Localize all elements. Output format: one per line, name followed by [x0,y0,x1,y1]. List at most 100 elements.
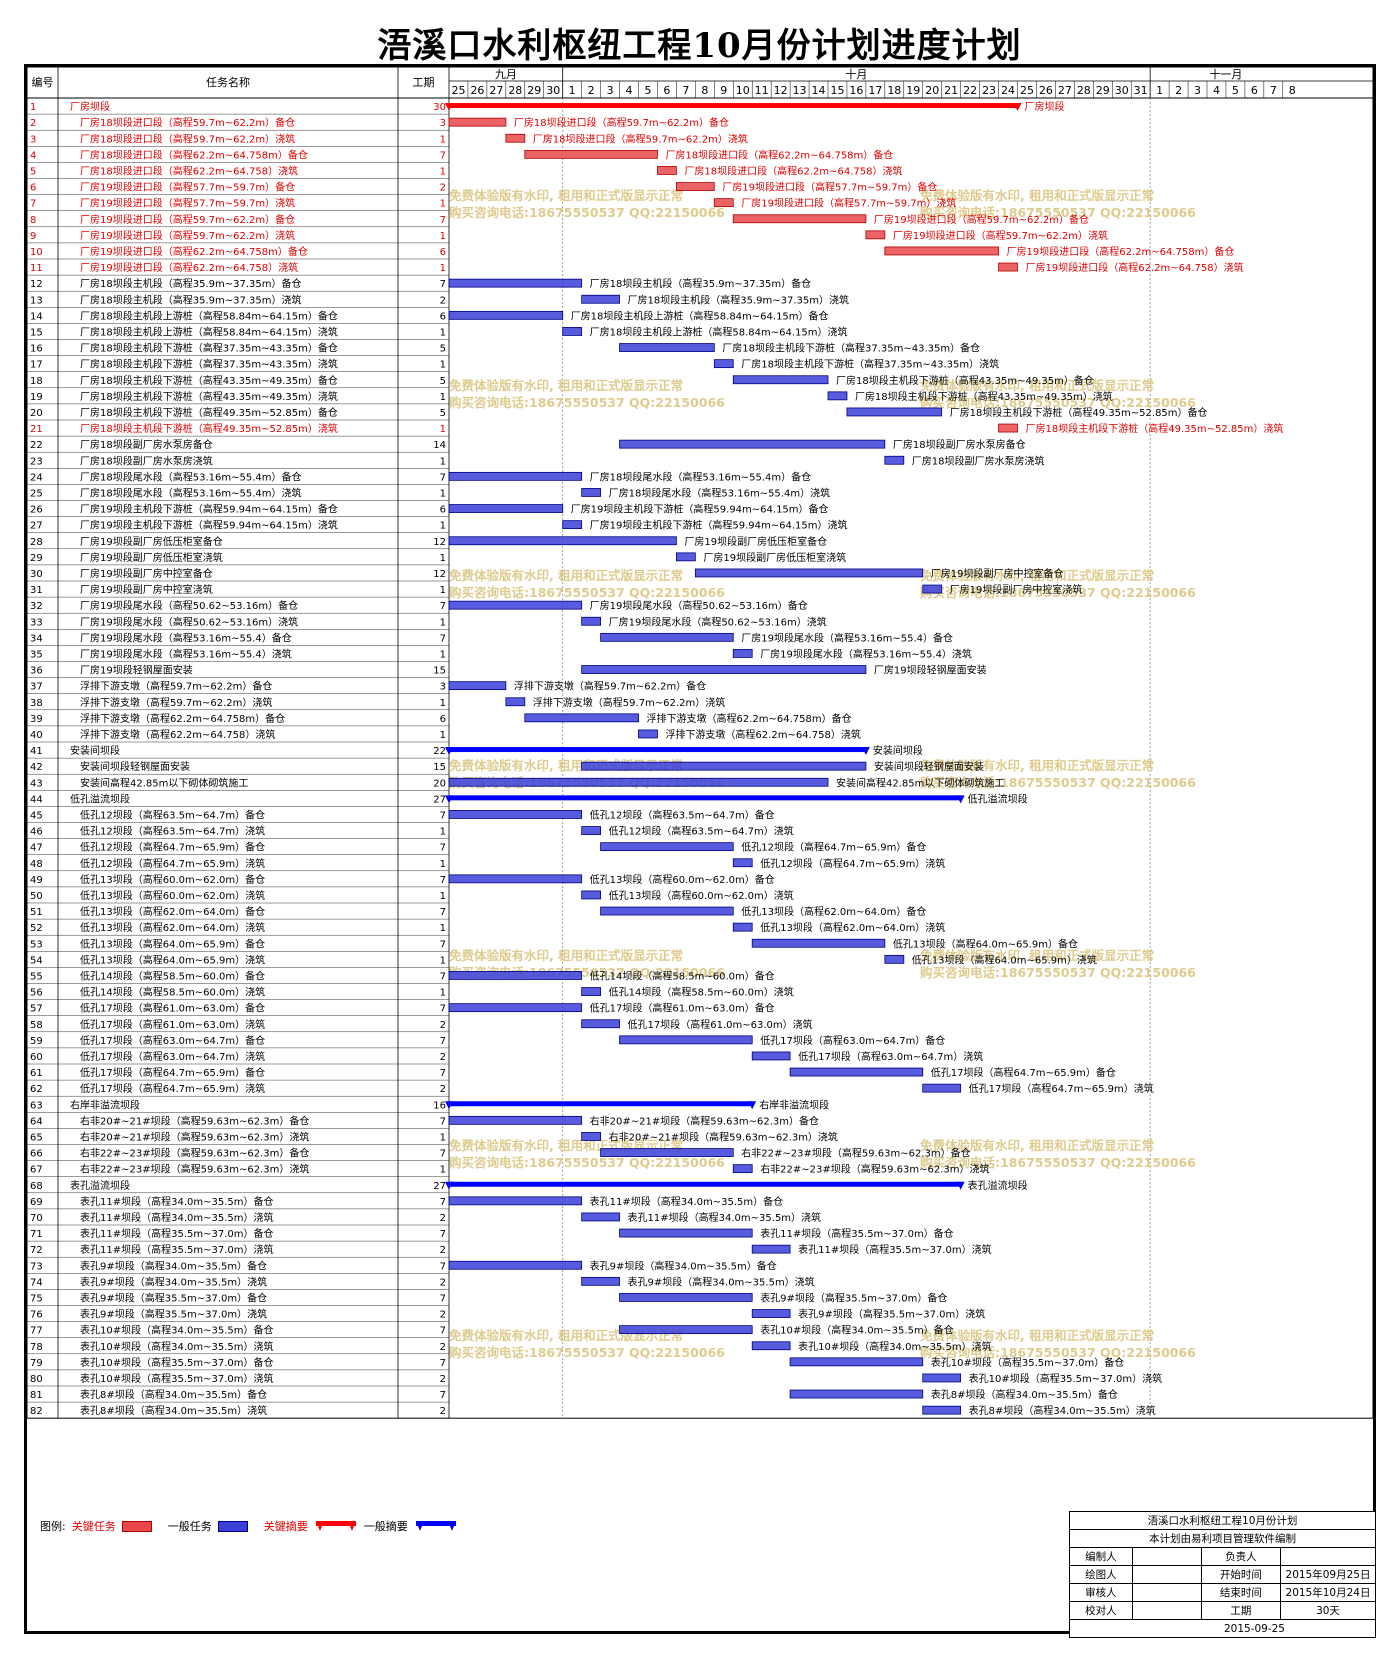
day-label: 30 [1115,84,1129,97]
task-bar [676,182,715,191]
task-bar [998,423,1018,433]
task-id: 66 [30,1149,43,1160]
bar-label: 低孔14坝段（高程58.5m~60.0m）备仓 [590,969,775,982]
day-label: 2 [1175,84,1182,97]
task-id: 9 [30,231,36,242]
task-bar [751,1051,791,1061]
bar-label: 浮排下游支墩（高程62.2m~64.758）浇筑 [665,728,860,741]
bar-label: 低孔17坝段（高程64.7m~65.9m）备仓 [931,1066,1116,1079]
task-bar [732,649,753,658]
task-name: 厂房19坝段进口段（高程59.7m~62.2m）备仓 [80,213,295,226]
task-id: 78 [30,1342,43,1353]
day-label: 25 [1020,84,1034,97]
summary-bar-cap [445,795,453,804]
task-duration: 3 [440,682,446,693]
task-bar [581,1019,620,1029]
watermark-text: 购买咨询电话:18675550537 QQ:22150066 [449,1155,725,1170]
task-id: 43 [30,778,43,789]
bar-label: 表孔11#坝段（高程35.5m~37.0m）备仓 [760,1227,954,1240]
task-name: 表孔11#坝段（高程35.5m~37.0m）备仓 [80,1227,274,1240]
day-label: 4 [626,84,633,97]
task-id: 82 [30,1406,43,1417]
watermark-text: 免费体验版有水印, 租用和正式版显示正常 [920,378,1154,393]
task-id: 67 [30,1165,43,1176]
task-id: 47 [30,843,43,854]
task-name: 低孔17坝段（高程61.0m~63.0m）浇筑 [80,1018,265,1031]
day-label: 27 [489,84,503,97]
task-name: 右非22#~23#坝段（高程59.63m~62.3m）浇筑 [80,1163,309,1176]
bar-label: 厂房18坝段主机段下游桩（高程43.35m~49.35m）备仓 [836,374,1094,387]
task-id: 2 [30,118,36,129]
task-name: 低孔17坝段（高程63.0m~64.7m）浇筑 [80,1050,265,1063]
task-bar [732,375,829,385]
task-duration: 1 [440,859,446,870]
day-label: 29 [527,84,541,97]
task-duration: 22 [433,746,446,757]
header-duration: 工期 [413,76,435,89]
bar-label: 安装间高程42.85m以下砌体砌筑施工 [836,776,1004,789]
day-label: 18 [887,84,901,97]
task-id: 65 [30,1132,43,1143]
tb-label: 结束时间 [1200,1583,1282,1602]
task-name: 低孔13坝段（高程60.0m~62.0m）备仓 [80,873,265,886]
task-duration: 1 [440,231,446,242]
task-bar [581,616,602,626]
bar-label: 厂房18坝段副厂房水泵房备仓 [893,438,1026,451]
task-bar [600,906,734,916]
task-name: 厂房18坝段主机段下游桩（高程43.35m~49.35m）备仓 [80,374,338,387]
task-bar [448,971,583,980]
task-duration: 7 [440,601,446,612]
task-duration: 2 [440,1342,446,1353]
bar-label: 厂房坝段 [1025,100,1065,113]
task-id: 48 [30,859,43,870]
task-id: 27 [30,521,43,532]
bar-label: 低孔12坝段（高程64.7m~65.9m）浇筑 [760,857,945,870]
task-bar [562,327,583,336]
task-name: 表孔溢流坝段 [70,1179,130,1192]
task-duration: 12 [433,537,446,548]
summary-bar-cap [956,795,965,804]
task-id: 12 [30,279,43,290]
task-duration: 2 [440,295,446,306]
task-duration: 1 [440,263,446,274]
watermark-text: 购买咨询电话:18675550537 QQ:22150066 [449,1345,725,1360]
task-duration: 16 [433,1100,446,1111]
watermark-text: 免费体验版有水印, 租用和正式版显示正常 [920,568,1154,583]
task-name: 表孔8#坝段（高程34.0m~35.5m）浇筑 [80,1404,267,1417]
task-duration: 2 [440,183,446,194]
bar-label: 厂房18坝段主机段下游桩（高程49.35m~52.85m）浇筑 [1026,422,1284,435]
bar-label: 表孔10#坝段（高程34.0m~35.5m）备仓 [760,1324,954,1337]
tb-label: 工期 [1200,1601,1282,1620]
task-bar [676,552,696,562]
task-id: 70 [30,1213,43,1224]
task-duration: 1 [440,698,446,709]
task-id: 5 [30,166,36,177]
watermark-text: 购买咨询电话:18675550537 QQ:22150066 [920,205,1196,220]
bar-label: 表孔11#坝段（高程34.0m~35.5m）浇筑 [628,1211,822,1224]
title-block-title: 浯溪口水利枢纽工程10月份计划 [1069,1511,1376,1530]
title-block-date: 2015-09-25 [1069,1619,1376,1638]
task-name: 厂房18坝段副厂房水泵房浇筑 [80,454,213,467]
task-duration: 6 [440,505,446,516]
day-label: 22 [963,84,977,97]
task-name: 厂房18坝段主机段（高程35.9m~37.35m）备仓 [80,277,301,290]
task-id: 21 [30,424,43,435]
task-bar [732,922,753,932]
task-bar [694,568,924,578]
task-duration: 7 [440,1116,446,1127]
task-bar [581,665,867,674]
task-name: 厂房19坝段尾水段（高程53.16m~55.4）备仓 [80,631,292,644]
task-bar [884,954,905,964]
day-label: 6 [663,84,670,97]
task-name: 表孔11#坝段（高程34.0m~35.5m）浇筑 [80,1211,274,1224]
task-name: 表孔10#坝段（高程34.0m~35.5m）备仓 [80,1324,274,1337]
task-duration: 6 [440,714,446,725]
task-bar [619,1228,753,1238]
task-duration: 7 [440,633,446,644]
summary-bar-cap [445,747,453,756]
summary-bar-cap [445,1101,453,1110]
task-bar [448,310,564,320]
task-name: 厂房坝段 [70,100,110,113]
task-id: 37 [30,682,43,693]
task-bar [922,584,943,594]
